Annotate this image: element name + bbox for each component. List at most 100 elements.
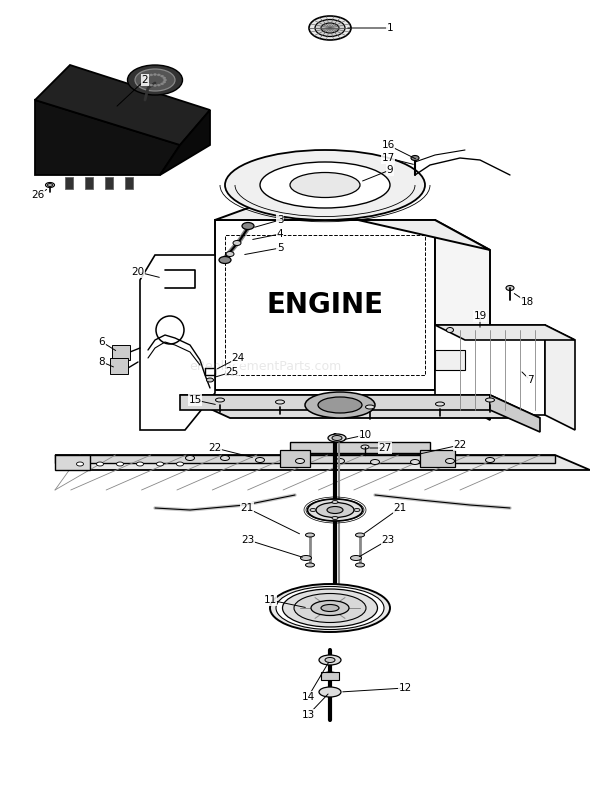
Ellipse shape: [185, 455, 195, 460]
Text: 1: 1: [386, 23, 394, 33]
Ellipse shape: [219, 257, 231, 263]
Ellipse shape: [318, 397, 362, 413]
Ellipse shape: [506, 285, 514, 291]
Ellipse shape: [270, 584, 390, 632]
Ellipse shape: [325, 657, 335, 663]
Polygon shape: [280, 450, 310, 467]
Text: 22: 22: [208, 443, 222, 453]
Ellipse shape: [153, 84, 156, 87]
Ellipse shape: [305, 392, 375, 418]
Text: 9: 9: [386, 165, 394, 175]
Ellipse shape: [215, 398, 225, 402]
Ellipse shape: [411, 155, 419, 161]
Polygon shape: [435, 220, 490, 420]
Ellipse shape: [163, 81, 166, 83]
Ellipse shape: [233, 240, 241, 246]
Ellipse shape: [350, 556, 362, 560]
Text: 4: 4: [277, 229, 283, 239]
Ellipse shape: [294, 593, 366, 623]
Polygon shape: [215, 200, 490, 250]
Polygon shape: [55, 455, 555, 463]
Text: 27: 27: [378, 443, 392, 453]
Ellipse shape: [221, 455, 230, 460]
Ellipse shape: [445, 459, 454, 463]
Text: 21: 21: [394, 503, 407, 513]
Ellipse shape: [150, 74, 153, 76]
Polygon shape: [125, 177, 133, 189]
Text: 26: 26: [31, 190, 45, 200]
Text: 13: 13: [301, 710, 314, 720]
Ellipse shape: [156, 462, 163, 466]
Ellipse shape: [328, 434, 346, 442]
Ellipse shape: [290, 173, 360, 198]
Ellipse shape: [135, 69, 175, 91]
Ellipse shape: [332, 500, 338, 504]
Ellipse shape: [176, 462, 183, 466]
Text: 2: 2: [142, 75, 148, 85]
Text: 11: 11: [263, 595, 277, 605]
Ellipse shape: [327, 507, 343, 514]
Polygon shape: [55, 455, 90, 470]
Ellipse shape: [356, 563, 365, 567]
Text: 25: 25: [225, 367, 238, 377]
Ellipse shape: [45, 183, 54, 188]
Ellipse shape: [316, 503, 354, 518]
Text: 10: 10: [359, 430, 372, 440]
Ellipse shape: [260, 162, 390, 208]
Text: 14: 14: [301, 692, 314, 702]
Ellipse shape: [354, 508, 360, 511]
Ellipse shape: [48, 184, 53, 187]
Ellipse shape: [77, 462, 84, 466]
Text: 19: 19: [473, 311, 487, 321]
Ellipse shape: [356, 533, 365, 537]
Ellipse shape: [332, 516, 338, 519]
Ellipse shape: [371, 459, 379, 464]
Text: 5: 5: [277, 243, 283, 253]
Text: 23: 23: [381, 535, 395, 545]
Ellipse shape: [486, 458, 494, 463]
Ellipse shape: [296, 459, 304, 463]
Text: 22: 22: [453, 440, 467, 450]
Ellipse shape: [447, 328, 454, 333]
Bar: [225, 235, 425, 375]
Ellipse shape: [365, 405, 375, 409]
Ellipse shape: [309, 16, 351, 40]
Polygon shape: [180, 395, 540, 418]
Ellipse shape: [332, 436, 342, 440]
Polygon shape: [435, 325, 575, 340]
Ellipse shape: [158, 74, 160, 76]
Ellipse shape: [158, 84, 160, 86]
Ellipse shape: [242, 222, 254, 229]
Ellipse shape: [206, 378, 214, 382]
Ellipse shape: [283, 589, 378, 627]
Ellipse shape: [143, 79, 146, 81]
Ellipse shape: [146, 75, 149, 77]
Ellipse shape: [411, 459, 419, 464]
Ellipse shape: [226, 251, 234, 257]
Text: 15: 15: [188, 395, 202, 405]
Text: 23: 23: [241, 535, 255, 545]
Polygon shape: [35, 100, 180, 175]
Text: 6: 6: [99, 337, 105, 347]
Polygon shape: [435, 325, 545, 415]
Text: 24: 24: [231, 353, 245, 363]
Ellipse shape: [146, 83, 149, 85]
Ellipse shape: [255, 458, 264, 463]
Ellipse shape: [435, 402, 444, 406]
Text: 17: 17: [381, 153, 395, 163]
Text: 12: 12: [398, 683, 412, 693]
Ellipse shape: [306, 563, 314, 567]
Ellipse shape: [336, 459, 345, 463]
Ellipse shape: [319, 687, 341, 697]
Text: eReplacementParts.com: eReplacementParts.com: [189, 360, 342, 373]
Ellipse shape: [321, 672, 339, 680]
Polygon shape: [490, 395, 540, 432]
Polygon shape: [215, 220, 435, 390]
Ellipse shape: [276, 400, 284, 404]
Ellipse shape: [156, 316, 184, 344]
Polygon shape: [105, 177, 113, 189]
Ellipse shape: [116, 363, 123, 367]
Ellipse shape: [486, 398, 494, 402]
Ellipse shape: [307, 499, 362, 521]
Ellipse shape: [319, 655, 341, 665]
